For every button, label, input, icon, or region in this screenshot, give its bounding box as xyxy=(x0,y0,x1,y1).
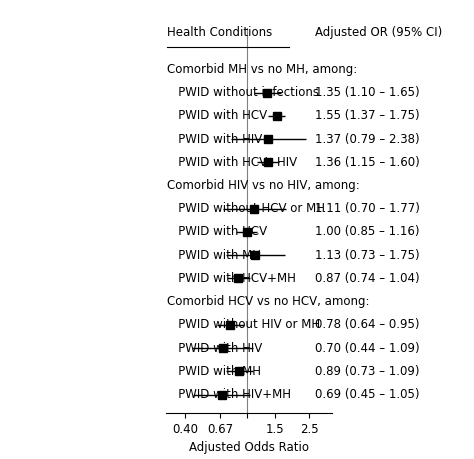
Text: PWID with HCV+HIV: PWID with HCV+HIV xyxy=(167,156,297,169)
Text: 1.37 (0.79 – 2.38): 1.37 (0.79 – 2.38) xyxy=(315,133,419,146)
Text: 0.70 (0.44 – 1.09): 0.70 (0.44 – 1.09) xyxy=(315,341,419,354)
Text: Comorbid HCV vs no HCV, among:: Comorbid HCV vs no HCV, among: xyxy=(167,295,370,308)
Text: PWID without HCV or MH: PWID without HCV or MH xyxy=(167,202,325,215)
Text: Comorbid MH vs no MH, among:: Comorbid MH vs no MH, among: xyxy=(167,63,357,76)
Text: PWID without infections: PWID without infections xyxy=(167,86,319,99)
Text: PWID with HCV+MH: PWID with HCV+MH xyxy=(167,272,296,285)
Text: 0.69 (0.45 – 1.05): 0.69 (0.45 – 1.05) xyxy=(315,388,419,401)
Text: PWID with HCV: PWID with HCV xyxy=(167,225,267,238)
Text: 1.55 (1.37 – 1.75): 1.55 (1.37 – 1.75) xyxy=(315,109,419,122)
Text: 0.87 (0.74 – 1.04): 0.87 (0.74 – 1.04) xyxy=(315,272,419,285)
Text: PWID with HIV: PWID with HIV xyxy=(167,341,262,354)
Text: Health Conditions: Health Conditions xyxy=(167,26,272,39)
Text: 0.89 (0.73 – 1.09): 0.89 (0.73 – 1.09) xyxy=(315,365,419,378)
Text: Adjusted OR (95% CI): Adjusted OR (95% CI) xyxy=(315,26,442,39)
Text: PWID with HIV+MH: PWID with HIV+MH xyxy=(167,388,291,401)
Text: 1.11 (0.70 – 1.77): 1.11 (0.70 – 1.77) xyxy=(315,202,419,215)
Text: PWID without HIV or MH: PWID without HIV or MH xyxy=(167,319,320,331)
X-axis label: Adjusted Odds Ratio: Adjusted Odds Ratio xyxy=(189,442,309,454)
Text: PWID with MH: PWID with MH xyxy=(167,365,261,378)
Text: 1.35 (1.10 – 1.65): 1.35 (1.10 – 1.65) xyxy=(315,86,419,99)
Text: PWID with HIV: PWID with HIV xyxy=(167,133,262,146)
Text: 1.00 (0.85 – 1.16): 1.00 (0.85 – 1.16) xyxy=(315,225,419,238)
Text: PWID with HCV: PWID with HCV xyxy=(167,109,267,122)
Text: 0.78 (0.64 – 0.95): 0.78 (0.64 – 0.95) xyxy=(315,319,419,331)
Text: PWID with MH: PWID with MH xyxy=(167,249,261,262)
Text: 1.36 (1.15 – 1.60): 1.36 (1.15 – 1.60) xyxy=(315,156,419,169)
Text: 1.13 (0.73 – 1.75): 1.13 (0.73 – 1.75) xyxy=(315,249,419,262)
Text: Comorbid HIV vs no HIV, among:: Comorbid HIV vs no HIV, among: xyxy=(167,179,360,192)
